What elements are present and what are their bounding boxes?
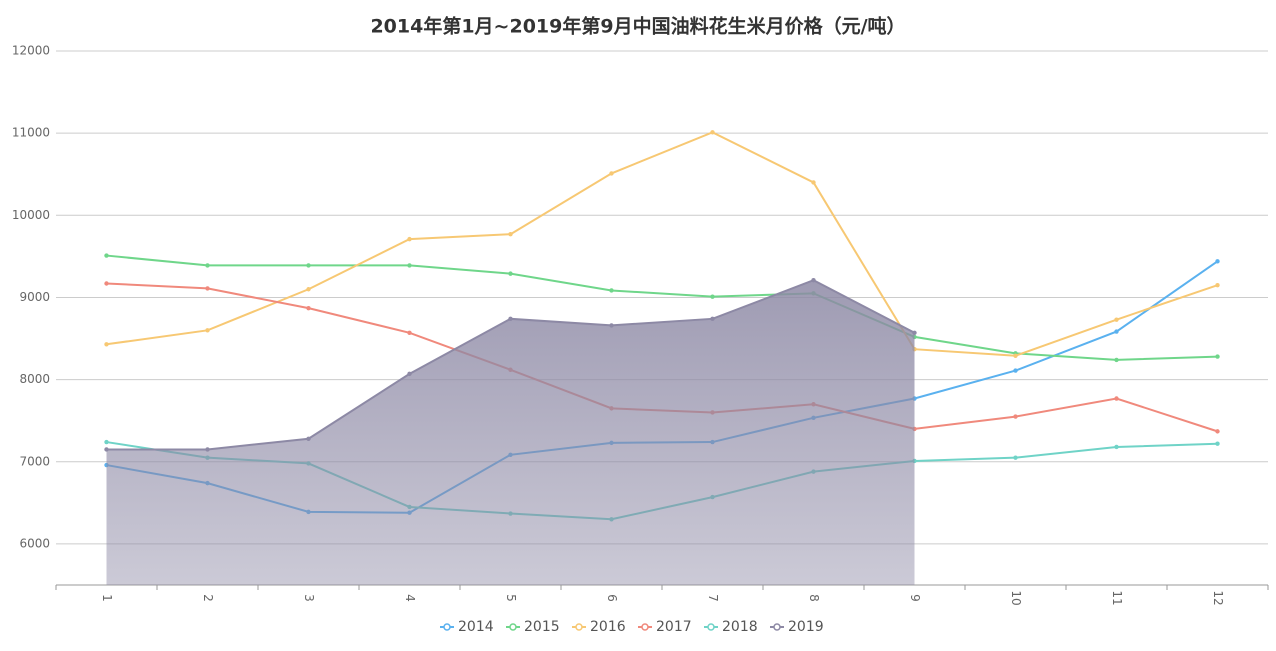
point (1215, 259, 1220, 264)
point (1013, 368, 1018, 373)
legend-label: 2019 (788, 619, 824, 635)
point (306, 436, 311, 441)
point (1013, 455, 1018, 460)
x-tick-label: 8 (807, 594, 821, 602)
point (104, 281, 109, 286)
area (106, 280, 915, 585)
legend-swatch (509, 623, 517, 631)
point (609, 323, 614, 328)
legend-label: 2015 (524, 619, 560, 635)
legend-label: 2017 (656, 619, 692, 635)
point (1215, 282, 1220, 288)
x-tick-label: 7 (706, 594, 720, 602)
point (306, 263, 311, 268)
legend-swatch (707, 623, 715, 631)
point (609, 171, 614, 176)
legend-label: 2018 (722, 619, 758, 635)
point (104, 253, 109, 258)
point (205, 328, 210, 333)
chart-title: 2014年第1月~2019年第9月中国油料花生米月价格（元/吨） (370, 15, 905, 38)
point (1114, 329, 1119, 334)
point (508, 232, 513, 237)
y-tick-label: 6000 (19, 536, 50, 550)
x-tick-label: 11 (1110, 590, 1124, 605)
legend-swatch (443, 623, 451, 631)
point (1215, 429, 1220, 434)
point (508, 316, 513, 322)
point (1114, 357, 1119, 363)
point (1215, 354, 1220, 359)
point (710, 130, 715, 135)
y-tick-label: 11000 (12, 126, 50, 140)
line (106, 254, 1218, 361)
point (1013, 414, 1018, 419)
y-tick-label: 7000 (19, 454, 50, 468)
point (811, 180, 816, 185)
x-tick-label: 9 (908, 594, 922, 602)
point (104, 447, 109, 452)
point (407, 263, 412, 268)
point (104, 342, 109, 347)
point (1013, 353, 1018, 358)
x-tick-label: 5 (504, 594, 518, 602)
point (205, 447, 210, 452)
point (811, 278, 816, 283)
point (508, 271, 513, 276)
x-tick-label: 6 (605, 594, 619, 602)
point (205, 263, 210, 268)
point (407, 330, 412, 335)
x-tick-label: 12 (1211, 590, 1225, 605)
y-tick-label: 12000 (12, 44, 50, 58)
x-tick-label: 2 (201, 594, 215, 602)
legend-swatch (773, 623, 781, 631)
line (106, 131, 1218, 357)
point (306, 287, 311, 292)
legend-label: 2014 (458, 619, 494, 635)
x-tick-label: 4 (403, 594, 417, 602)
legend-swatch (575, 623, 583, 631)
point (1114, 396, 1119, 401)
legend-swatch (641, 623, 649, 631)
y-tick-label: 8000 (19, 372, 50, 386)
legend-label: 2016 (590, 619, 626, 635)
y-tick-label: 9000 (19, 290, 50, 304)
point (306, 305, 311, 311)
point (1114, 317, 1119, 322)
point (710, 294, 715, 299)
point (1215, 441, 1220, 446)
x-tick-label: 3 (302, 594, 316, 602)
point (205, 286, 210, 291)
point (407, 371, 412, 377)
point (104, 439, 109, 445)
point (912, 330, 917, 335)
x-tick-label: 10 (1009, 590, 1023, 605)
point (1114, 444, 1119, 450)
x-tick-label: 1 (100, 594, 114, 602)
point (710, 316, 715, 322)
point (609, 288, 614, 293)
y-tick-label: 10000 (12, 208, 50, 222)
point (407, 236, 412, 242)
